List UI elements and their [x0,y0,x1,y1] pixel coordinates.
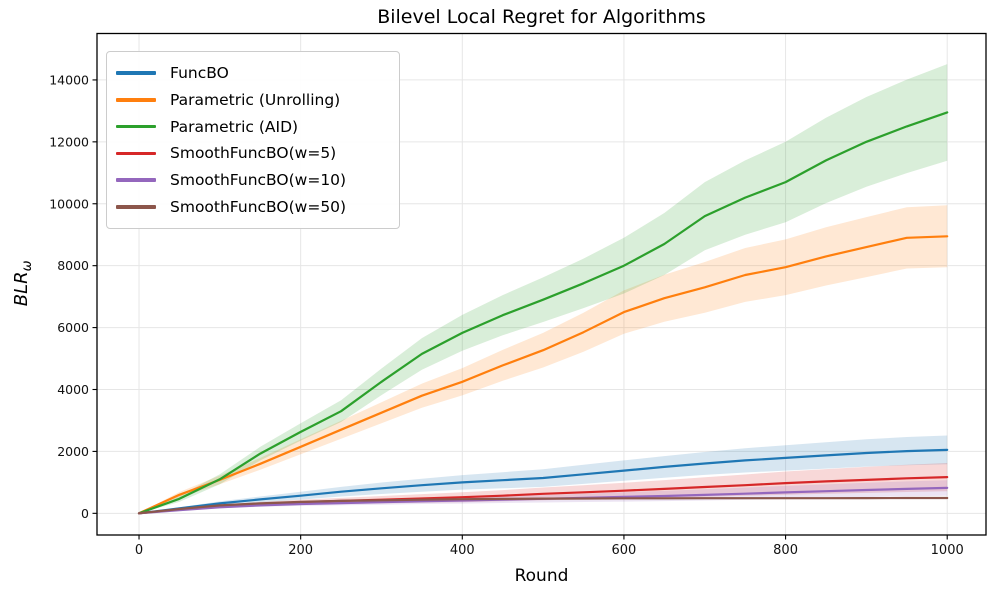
x-tick-label: 200 [288,543,313,558]
series-line-funcbo [137,448,949,515]
y-tick-label: 12000 [49,134,89,149]
legend-label: Parametric (Unrolling) [170,90,341,109]
legend-item-parametric-aid: Parametric (AID) [116,115,389,139]
confidence-band-smoothfuncbo-w-10 [139,480,948,514]
y-tick-label: 4000 [57,382,89,397]
confidence-band-funcbo [139,435,948,514]
legend-swatch [116,71,156,75]
confidence-band-parametric-aid [139,64,948,514]
y-tick-label: 2000 [57,444,89,459]
x-tick-label: 1000 [931,543,964,558]
y-tick-label: 8000 [57,258,89,273]
legend-item-smoothfuncbo-w-10: SmoothFuncBO(w=10) [116,168,389,192]
legend-swatch [116,178,156,182]
chart-title: Bilevel Local Regret for Algorithms [377,6,706,28]
legend-item-funcbo: FuncBO [116,61,389,85]
x-tick-label: 400 [450,543,475,558]
x-axis-label: Round [514,566,569,586]
series-line-smoothfuncbo-w-50 [137,496,949,515]
series-line-parametric-aid [137,111,949,515]
legend-item-smoothfuncbo-w-50: SmoothFuncBO(w=50) [116,195,389,219]
legend-swatch [116,205,156,209]
legend-label: SmoothFuncBO(w=10) [170,171,347,190]
x-tick-label: 0 [135,543,143,558]
legend-label: SmoothFuncBO(w=5) [170,144,337,163]
x-tick-label: 600 [612,543,637,558]
y-tick-label: 0 [81,506,89,521]
y-tick-label: 6000 [57,320,89,335]
legend-label: Parametric (AID) [170,117,299,136]
legend-label: SmoothFuncBO(w=50) [170,197,347,216]
legend-label: FuncBO [170,64,229,82]
x-tick-label: 800 [773,543,798,558]
legend-item-smoothfuncbo-w-5: SmoothFuncBO(w=5) [116,141,389,165]
y-tick-label: 10000 [49,196,89,211]
legend-swatch [116,151,156,156]
legend-item-parametric-unrolling: Parametric (Unrolling) [116,88,389,112]
series-line-parametric-unrolling [137,235,949,515]
legend-swatch [116,124,156,129]
y-tick-label: 14000 [49,72,89,87]
legend-swatch [116,98,156,102]
y-axis-label: BLRω [11,260,35,306]
confidence-band-parametric-unrolling [139,205,948,514]
legend: FuncBO Parametric (Unrolling) Parametric (… [106,51,400,229]
plot-border [96,32,987,536]
